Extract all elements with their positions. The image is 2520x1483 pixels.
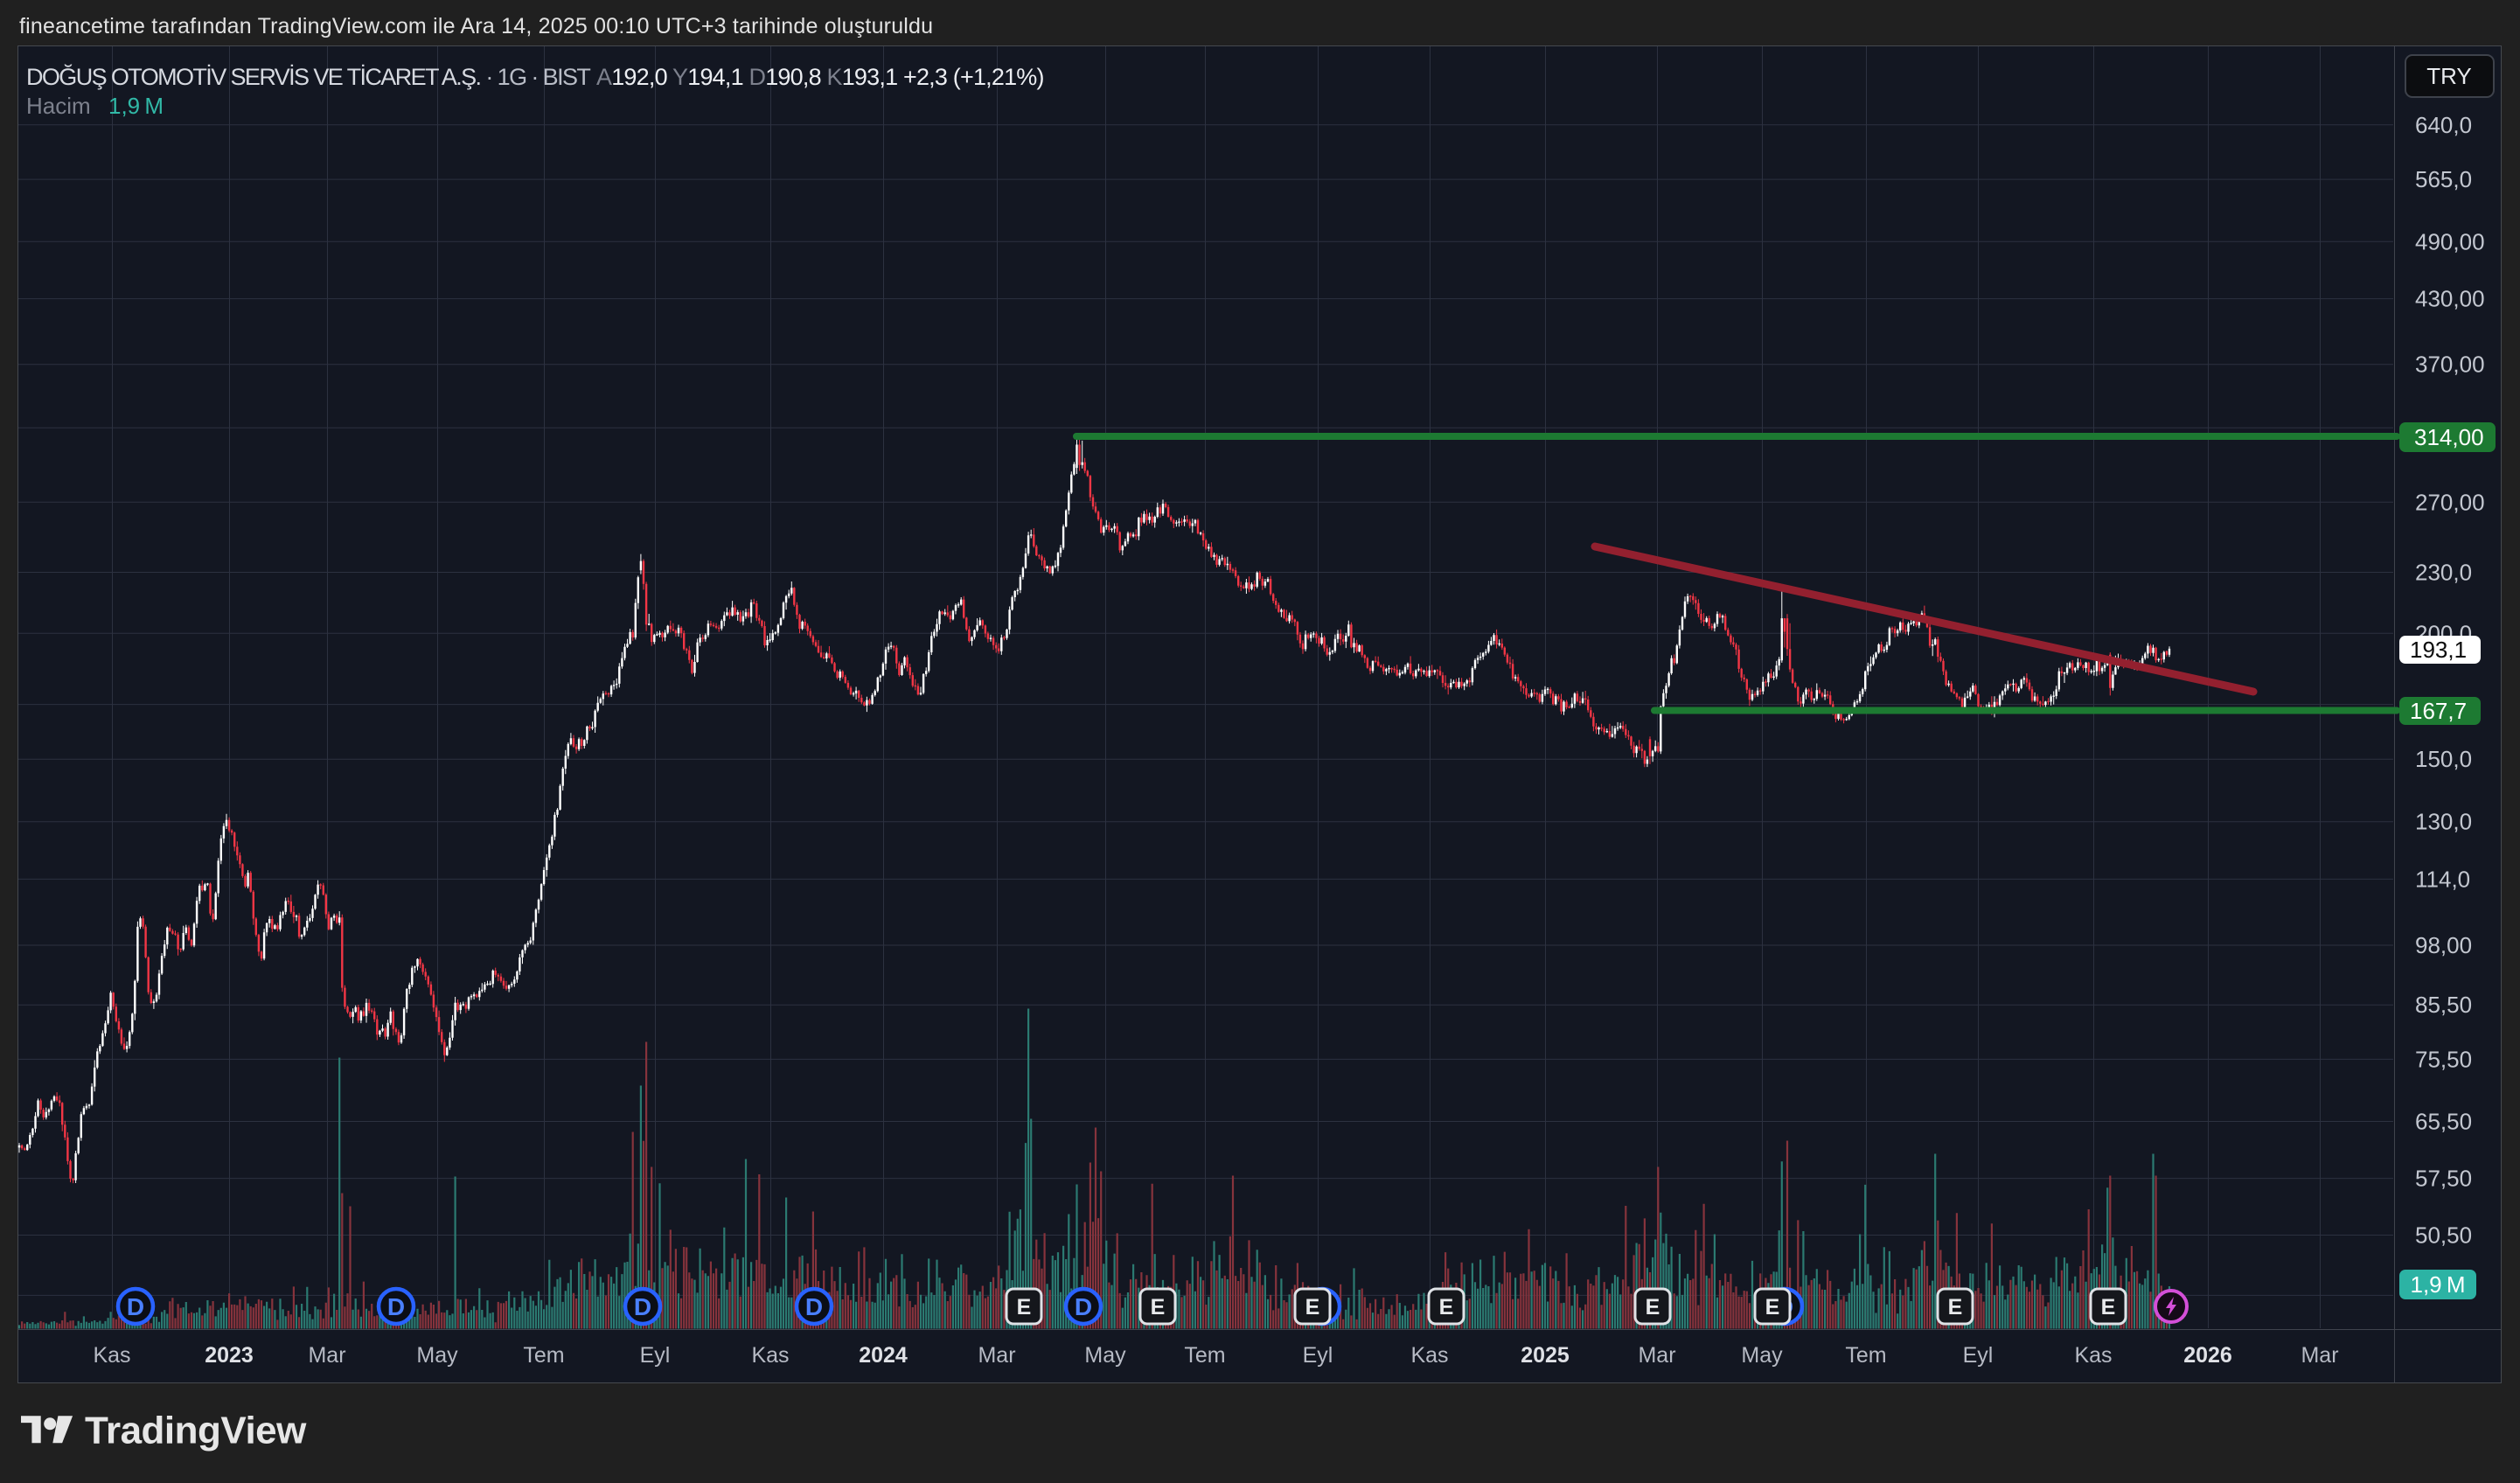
- svg-text:98,00: 98,00: [2415, 932, 2472, 958]
- svg-text:370,00: 370,00: [2415, 352, 2485, 378]
- svg-text:E: E: [1305, 1295, 1320, 1319]
- svg-text:85,50: 85,50: [2415, 992, 2472, 1018]
- svg-text:50,50: 50,50: [2415, 1222, 2472, 1249]
- svg-text:D: D: [387, 1293, 405, 1320]
- svg-text:fineancetime tarafından Tradin: fineancetime tarafından TradingView.com …: [19, 14, 933, 38]
- svg-text:D: D: [1075, 1293, 1092, 1320]
- svg-text:May: May: [1741, 1343, 1783, 1368]
- svg-text:E: E: [1765, 1295, 1780, 1319]
- svg-text:65,50: 65,50: [2415, 1109, 2472, 1135]
- svg-text:DOĞUŞ OTOMOTİV SERVİS VE TİCAR: DOĞUŞ OTOMOTİV SERVİS VE TİCARET A.Ş. · …: [26, 63, 590, 90]
- svg-text:Mar: Mar: [308, 1343, 345, 1368]
- svg-text:D: D: [127, 1293, 144, 1320]
- svg-text:150,0: 150,0: [2415, 746, 2472, 772]
- svg-text:D: D: [634, 1293, 651, 1320]
- svg-text:May: May: [416, 1343, 458, 1368]
- svg-text:Tem: Tem: [1845, 1343, 1886, 1368]
- svg-text:E: E: [2101, 1295, 2116, 1319]
- svg-text:57,50: 57,50: [2415, 1166, 2472, 1192]
- svg-text:Mar: Mar: [1638, 1343, 1675, 1368]
- svg-text:2023: 2023: [205, 1343, 254, 1368]
- svg-text:Hacim: Hacim: [26, 93, 91, 119]
- svg-text:130,0: 130,0: [2415, 809, 2472, 835]
- svg-text:114,0: 114,0: [2415, 866, 2470, 892]
- svg-text:565,0: 565,0: [2415, 166, 2472, 192]
- svg-text:May: May: [1084, 1343, 1126, 1368]
- svg-text:Tem: Tem: [1184, 1343, 1225, 1368]
- svg-text:E: E: [1439, 1295, 1454, 1319]
- svg-text:Eyl: Eyl: [640, 1343, 671, 1368]
- svg-text:A192,0 Y194,1 D190,8 K193,1: A192,0 Y194,1 D190,8 K193,1 +2,3 (+1,21%…: [596, 64, 1044, 90]
- svg-text:270,00: 270,00: [2415, 489, 2485, 515]
- svg-text:314,00: 314,00: [2414, 424, 2484, 450]
- svg-text:Kas: Kas: [2074, 1343, 2112, 1368]
- svg-text:Mar: Mar: [978, 1343, 1015, 1368]
- svg-text:230,0: 230,0: [2415, 560, 2472, 586]
- svg-text:430,00: 430,00: [2415, 286, 2485, 312]
- svg-text:E: E: [1151, 1295, 1166, 1319]
- svg-text:640,0: 640,0: [2415, 112, 2472, 138]
- svg-text:1,9 M: 1,9 M: [2410, 1271, 2465, 1298]
- svg-text:Kas: Kas: [1410, 1343, 1448, 1368]
- svg-text:2024: 2024: [859, 1343, 908, 1368]
- svg-text:Kas: Kas: [93, 1343, 130, 1368]
- svg-text:1,9 M: 1,9 M: [108, 93, 164, 119]
- svg-text:75,50: 75,50: [2415, 1046, 2472, 1072]
- svg-text:Eyl: Eyl: [1303, 1343, 1333, 1368]
- svg-text:E: E: [1646, 1295, 1660, 1319]
- svg-text:D: D: [805, 1293, 823, 1320]
- svg-text:193,1: 193,1: [2410, 637, 2467, 663]
- svg-text:Eyl: Eyl: [1963, 1343, 1994, 1368]
- svg-text:2025: 2025: [1521, 1343, 1570, 1368]
- svg-text:Mar: Mar: [2301, 1343, 2338, 1368]
- svg-text:Tem: Tem: [523, 1343, 564, 1368]
- svg-text:E: E: [1948, 1295, 1963, 1319]
- svg-text:2026: 2026: [2183, 1343, 2232, 1368]
- svg-text:Kas: Kas: [751, 1343, 789, 1368]
- svg-text:490,00: 490,00: [2415, 228, 2485, 254]
- svg-text:TRY: TRY: [2426, 63, 2472, 89]
- svg-text:E: E: [1017, 1295, 1032, 1319]
- svg-text:TradingView: TradingView: [85, 1410, 307, 1452]
- svg-text:167,7: 167,7: [2410, 698, 2467, 724]
